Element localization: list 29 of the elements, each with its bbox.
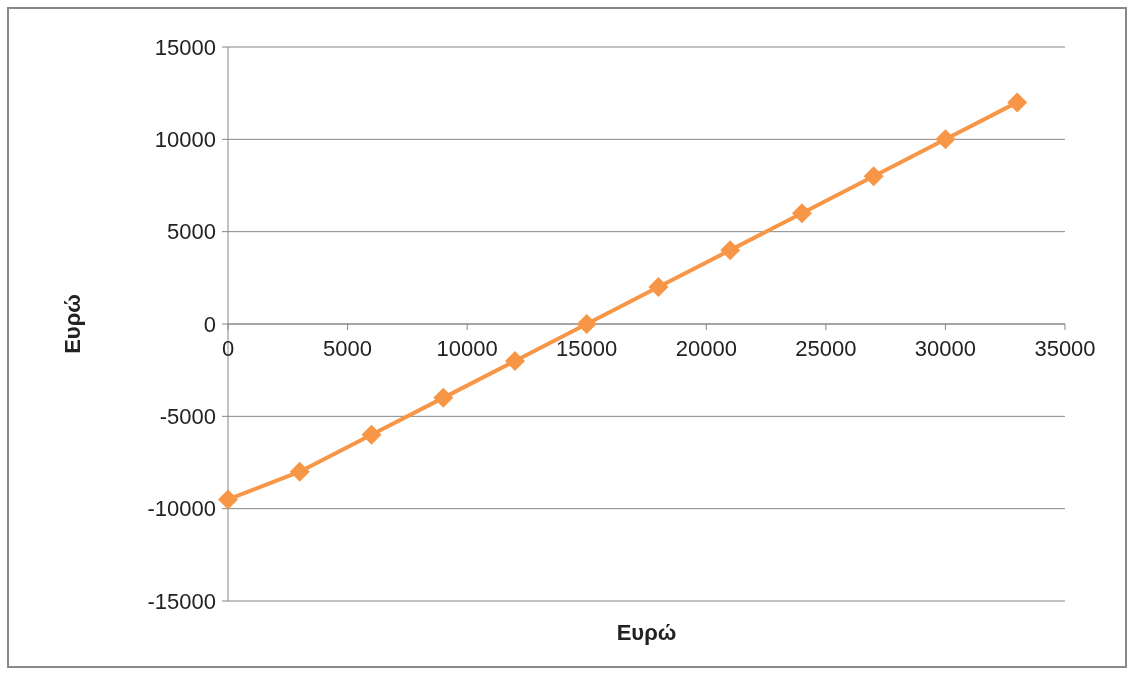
y-axis-title: Ευρώ bbox=[60, 294, 85, 354]
point bbox=[218, 489, 238, 510]
x-tick-label: 10000 bbox=[436, 336, 498, 361]
point bbox=[648, 277, 669, 298]
y-tick-label: 15000 bbox=[154, 34, 216, 60]
x-tick-label: 25000 bbox=[795, 336, 857, 361]
point bbox=[863, 166, 884, 187]
point bbox=[504, 350, 525, 371]
point bbox=[720, 240, 741, 261]
y-tick-label: 0 bbox=[203, 311, 216, 337]
x-tick-label: 20000 bbox=[675, 336, 737, 361]
x-axis-title: Ευρώ bbox=[616, 620, 677, 645]
point bbox=[935, 129, 956, 150]
x-tick-label: 15000 bbox=[556, 336, 618, 361]
x-tick-label: 5000 bbox=[323, 336, 373, 361]
point bbox=[433, 387, 454, 408]
y-tick-label: -10000 bbox=[147, 496, 216, 522]
x-tick-label: 35000 bbox=[1034, 336, 1096, 361]
y-tick-label: -5000 bbox=[159, 404, 216, 430]
y-tick-label: 5000 bbox=[167, 219, 216, 245]
point bbox=[576, 314, 597, 334]
x-tick-label: 30000 bbox=[914, 336, 977, 361]
point bbox=[791, 203, 812, 224]
point bbox=[289, 461, 310, 482]
x-tick-label: 0 bbox=[221, 336, 235, 361]
point bbox=[1007, 92, 1028, 113]
y-tick-label: -15000 bbox=[147, 588, 216, 614]
y-tick-label: 10000 bbox=[154, 127, 216, 153]
point bbox=[361, 424, 382, 445]
